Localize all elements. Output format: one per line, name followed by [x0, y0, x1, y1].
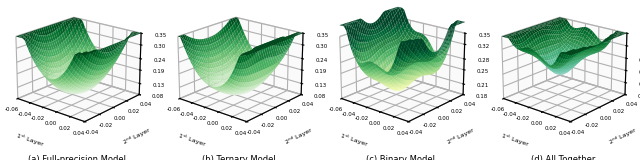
- Title: (c) Binary Model: (c) Binary Model: [367, 155, 435, 160]
- X-axis label: 1ˢᵗ Layer: 1ˢᵗ Layer: [178, 133, 206, 147]
- Title: (d) All Together: (d) All Together: [531, 155, 595, 160]
- Y-axis label: 2ⁿᵈ Layer: 2ⁿᵈ Layer: [447, 127, 475, 145]
- Y-axis label: 2ⁿᵈ Layer: 2ⁿᵈ Layer: [609, 127, 637, 145]
- X-axis label: 1ˢᵗ Layer: 1ˢᵗ Layer: [502, 133, 530, 147]
- Y-axis label: 2ⁿᵈ Layer: 2ⁿᵈ Layer: [123, 127, 151, 145]
- Title: (a) Full-precision Model: (a) Full-precision Model: [28, 155, 126, 160]
- Title: (b) Ternary Model: (b) Ternary Model: [202, 155, 276, 160]
- X-axis label: 1ˢᵗ Layer: 1ˢᵗ Layer: [340, 133, 368, 147]
- X-axis label: 1ˢᵗ Layer: 1ˢᵗ Layer: [16, 133, 44, 147]
- Y-axis label: 2ⁿᵈ Layer: 2ⁿᵈ Layer: [285, 127, 313, 145]
